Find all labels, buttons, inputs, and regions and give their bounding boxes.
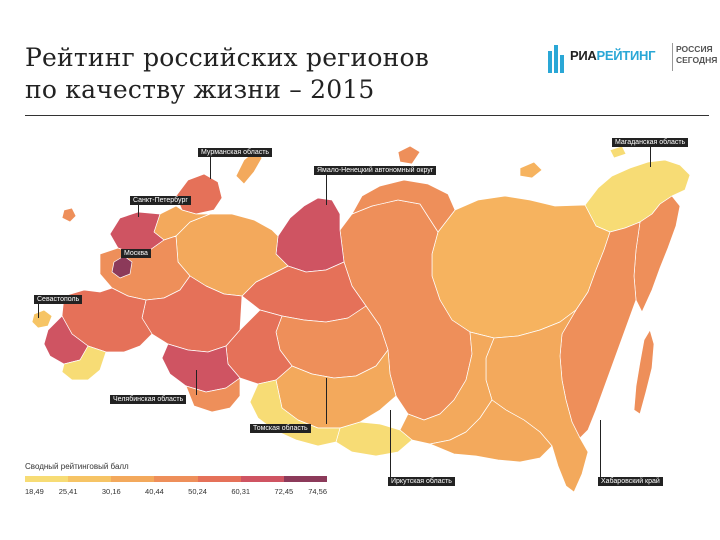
label-spb: Санкт-Петербург xyxy=(130,196,191,205)
leader-spb xyxy=(138,205,139,217)
region-chelyabinsk xyxy=(185,377,241,413)
region-wrangel xyxy=(609,145,627,159)
region-crimea xyxy=(31,309,53,329)
logo-text: РИАРЕЙТИНГ xyxy=(570,48,655,63)
leader-chelyabinsk xyxy=(196,370,197,395)
logo-sub-line-1: РОССИЯ xyxy=(676,44,713,54)
leader-khabarovsk xyxy=(600,420,601,477)
title-divider xyxy=(25,115,709,116)
region-murmansk xyxy=(175,173,223,215)
region-severnaya-zemlya xyxy=(397,145,421,165)
legend-tick-label: 72,45 xyxy=(274,487,294,496)
logo-subtitle: РОССИЯ СЕГОДНЯ xyxy=(676,44,717,66)
page-title: Рейтинг российских регионов по качеству … xyxy=(25,42,429,106)
legend-color-bar xyxy=(25,476,327,482)
region-yamal xyxy=(275,197,345,273)
label-magadan: Магаданская область xyxy=(612,138,689,147)
label-irkutsk: Иркутская область xyxy=(388,477,455,486)
leader-yamal xyxy=(326,175,327,205)
legend-tick-label: 74,56 xyxy=(308,487,327,496)
region-taimyr xyxy=(351,179,456,233)
region-novaya-zemlya xyxy=(235,149,263,185)
label-sevastopol: Севастополь xyxy=(34,295,83,304)
leader-irkutsk xyxy=(390,410,391,477)
legend-swatch xyxy=(154,476,198,482)
region-new-siberian-islands xyxy=(519,161,543,179)
logo-separator xyxy=(672,43,673,71)
logo-bars-icon xyxy=(548,45,564,73)
region-buryatia-zabaikal xyxy=(429,399,553,463)
label-khabarovsk: Хабаровский край xyxy=(598,477,663,486)
title-line-2: по качеству жизни – 2015 xyxy=(25,75,375,104)
legend-tick-label: 60,31 xyxy=(231,487,251,496)
leader-magadan xyxy=(650,147,651,167)
label-tomsk: Томская область xyxy=(250,424,311,433)
leader-tomsk xyxy=(326,378,327,424)
legend-title: Сводный рейтинговый балл xyxy=(25,462,129,471)
legend-swatch xyxy=(111,476,155,482)
legend-swatch xyxy=(25,476,69,482)
region-caucasus xyxy=(61,345,107,381)
label-moscow: Москва xyxy=(121,249,151,258)
region-south-strip xyxy=(249,379,341,447)
legend-swatch xyxy=(197,476,241,482)
region-volga xyxy=(141,275,243,353)
leader-sevastopol xyxy=(38,304,39,318)
legend-tick-label: 30,16 xyxy=(101,487,121,496)
label-yamal: Ямало-Ненецкий автономный округ xyxy=(314,166,437,175)
legend-tick-label: 18,49 xyxy=(25,487,44,496)
region-tuva xyxy=(335,421,413,457)
logo-sub-line-2: СЕГОДНЯ xyxy=(676,55,718,65)
legend-tick-label: 25,41 xyxy=(58,487,78,496)
logo-text-ria: РИА xyxy=(570,48,597,63)
leader-murmansk xyxy=(210,157,211,179)
legend-swatch xyxy=(68,476,112,482)
region-kaliningrad xyxy=(61,207,77,223)
label-murmansk: Мурманская область xyxy=(198,148,273,157)
legend-swatch xyxy=(240,476,284,482)
region-irkutsk xyxy=(399,331,495,445)
legend-swatch xyxy=(283,476,327,482)
legend-tick-label: 50,24 xyxy=(188,487,207,496)
ria-rating-logo: РИАРЕЙТИНГ РОССИЯ СЕГОДНЯ xyxy=(548,40,717,76)
title-line-1: Рейтинг российских регионов xyxy=(25,43,429,72)
region-sakhalin xyxy=(633,329,655,415)
legend-tick-label: 40,44 xyxy=(145,487,164,496)
label-chelyabinsk: Челябинская область xyxy=(110,395,187,404)
logo-text-rating: РЕЙТИНГ xyxy=(596,48,656,63)
